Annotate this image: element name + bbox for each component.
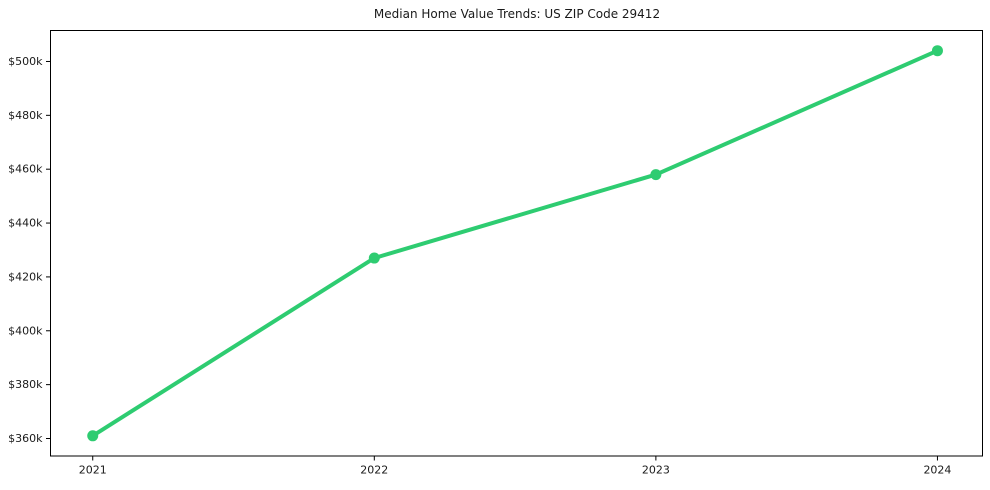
chart-title: Median Home Value Trends: US ZIP Code 29… bbox=[373, 7, 661, 21]
y-tick-label: $420k bbox=[8, 270, 43, 283]
x-tick-label: 2021 bbox=[79, 464, 107, 477]
data-point-marker bbox=[368, 252, 380, 264]
y-tick-label: $440k bbox=[8, 217, 43, 230]
y-tick-label: $360k bbox=[8, 432, 43, 445]
y-tick-label: $480k bbox=[8, 109, 43, 122]
y-tick-label: $460k bbox=[8, 163, 43, 176]
y-tick-label: $380k bbox=[8, 378, 43, 391]
x-tick-label: 2024 bbox=[923, 464, 951, 477]
y-tick-label: $400k bbox=[8, 324, 43, 337]
plot-border bbox=[50, 30, 983, 457]
y-tick-label: $500k bbox=[8, 55, 43, 68]
x-tick-label: 2023 bbox=[642, 464, 670, 477]
data-point-marker bbox=[650, 169, 662, 181]
data-point-marker bbox=[931, 45, 943, 57]
trend-line bbox=[90, 48, 940, 438]
x-tick-label: 2022 bbox=[360, 464, 388, 477]
data-point-marker bbox=[87, 430, 99, 442]
